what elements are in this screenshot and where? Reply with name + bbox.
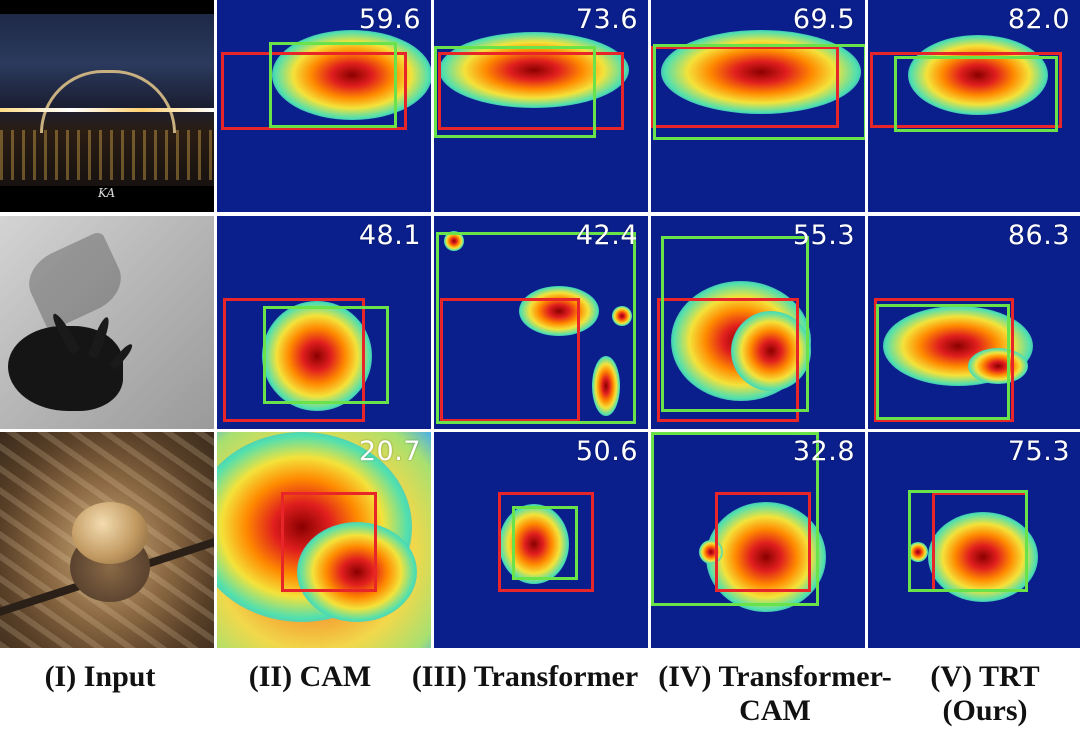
- heat-blob-1: [262, 301, 372, 411]
- ground-truth-box: [657, 298, 799, 422]
- heatmap-acorn-method-4: 75.3: [868, 432, 1080, 648]
- heat-blob-2: [908, 542, 928, 562]
- heat-blob-2: [612, 306, 632, 326]
- ground-truth-box: [870, 52, 1062, 128]
- heatmap-triceratops-method-4: 86.3: [868, 216, 1080, 429]
- ground-truth-box: [440, 298, 580, 422]
- heatmap-acorn-method-1: 20.7: [217, 432, 431, 648]
- localization-score: 50.6: [575, 436, 638, 467]
- figure-grid: KA 59.6 73.6 69.5 82.0 48.1 42.4 55.3 86.3 20.7 50…: [0, 0, 1080, 648]
- caption-column-5: (V) TRT (Ours): [930, 660, 1040, 727]
- heatmap-acorn-method-3: 32.8: [651, 432, 865, 648]
- water-reflection: [0, 130, 214, 180]
- heat-blob-3: [592, 356, 620, 416]
- predicted-box: [263, 306, 389, 404]
- heat-blob-1: [444, 231, 464, 251]
- caption-column-1: (I) Input: [44, 660, 156, 693]
- heat-blob-2: [699, 540, 723, 564]
- localization-score: 32.8: [792, 436, 855, 467]
- ground-truth-box: [221, 52, 407, 130]
- horn-shadow: [19, 230, 131, 332]
- heat-blob-1: [499, 504, 569, 584]
- photo-border-bottom: [0, 186, 214, 212]
- localization-score: 69.5: [792, 4, 855, 35]
- ground-truth-box: [651, 46, 839, 128]
- caption-column-3: (III) Transformer: [411, 660, 639, 693]
- ground-truth-box: [438, 52, 624, 130]
- localization-score: 59.6: [358, 4, 421, 35]
- ground-truth-box: [498, 492, 594, 592]
- predicted-box: [661, 236, 809, 412]
- localization-score: 82.0: [1007, 4, 1070, 35]
- heatmap-bridge-method-2: 73.6: [434, 0, 648, 212]
- caption-column-2: (II) CAM: [248, 660, 372, 693]
- heatmap-triceratops-method-2: 42.4: [434, 216, 648, 429]
- photo-border-top: [0, 0, 214, 14]
- heatmap-bridge-method-3: 69.5: [651, 0, 865, 212]
- predicted-box: [894, 56, 1058, 132]
- heat-blob-2: [968, 348, 1028, 384]
- ground-truth-box: [281, 492, 377, 592]
- predicted-box: [908, 490, 1028, 592]
- localization-score: 73.6: [575, 4, 638, 35]
- heatmap-bridge-method-4: 82.0: [868, 0, 1080, 212]
- heatmap-triceratops-method-3: 55.3: [651, 216, 865, 429]
- predicted-box: [434, 46, 596, 138]
- bridge-deck-lights: [0, 108, 214, 112]
- predicted-box: [436, 232, 636, 424]
- heat-blob-1: [439, 32, 629, 108]
- predicted-box: [512, 506, 578, 580]
- acorn-nut: [72, 502, 148, 564]
- localization-score: 42.4: [575, 220, 638, 251]
- input-photo-bridge: KA: [0, 0, 214, 212]
- caption-column-4: (IV) Transformer- CAM: [658, 660, 892, 727]
- bridge-arch: [40, 70, 176, 133]
- localization-score: 75.3: [1007, 436, 1070, 467]
- input-photo-acorn: [0, 432, 214, 648]
- heatmap-acorn-method-2: 50.6: [434, 432, 648, 648]
- ground-truth-box: [874, 298, 1014, 422]
- input-photo-triceratops: [0, 216, 214, 429]
- localization-score: 86.3: [1007, 220, 1070, 251]
- predicted-box: [269, 42, 397, 128]
- predicted-box: [653, 44, 865, 140]
- localization-score: 55.3: [792, 220, 855, 251]
- ground-truth-box: [223, 298, 365, 422]
- localization-score: 20.7: [358, 436, 421, 467]
- ground-truth-box: [715, 492, 811, 592]
- localization-score: 48.1: [358, 220, 421, 251]
- heat-blob-1: [928, 512, 1038, 602]
- heat-blob-1: [908, 35, 1048, 115]
- heat-blob-1: [706, 502, 826, 612]
- predicted-box: [651, 432, 819, 606]
- heatmap-bridge-method-1: 59.6: [217, 0, 431, 212]
- predicted-box: [876, 304, 1010, 420]
- heatmap-triceratops-method-1: 48.1: [217, 216, 431, 429]
- watermark: KA: [98, 186, 116, 200]
- heat-blob-4: [519, 286, 599, 336]
- heat-blob-2: [297, 522, 417, 622]
